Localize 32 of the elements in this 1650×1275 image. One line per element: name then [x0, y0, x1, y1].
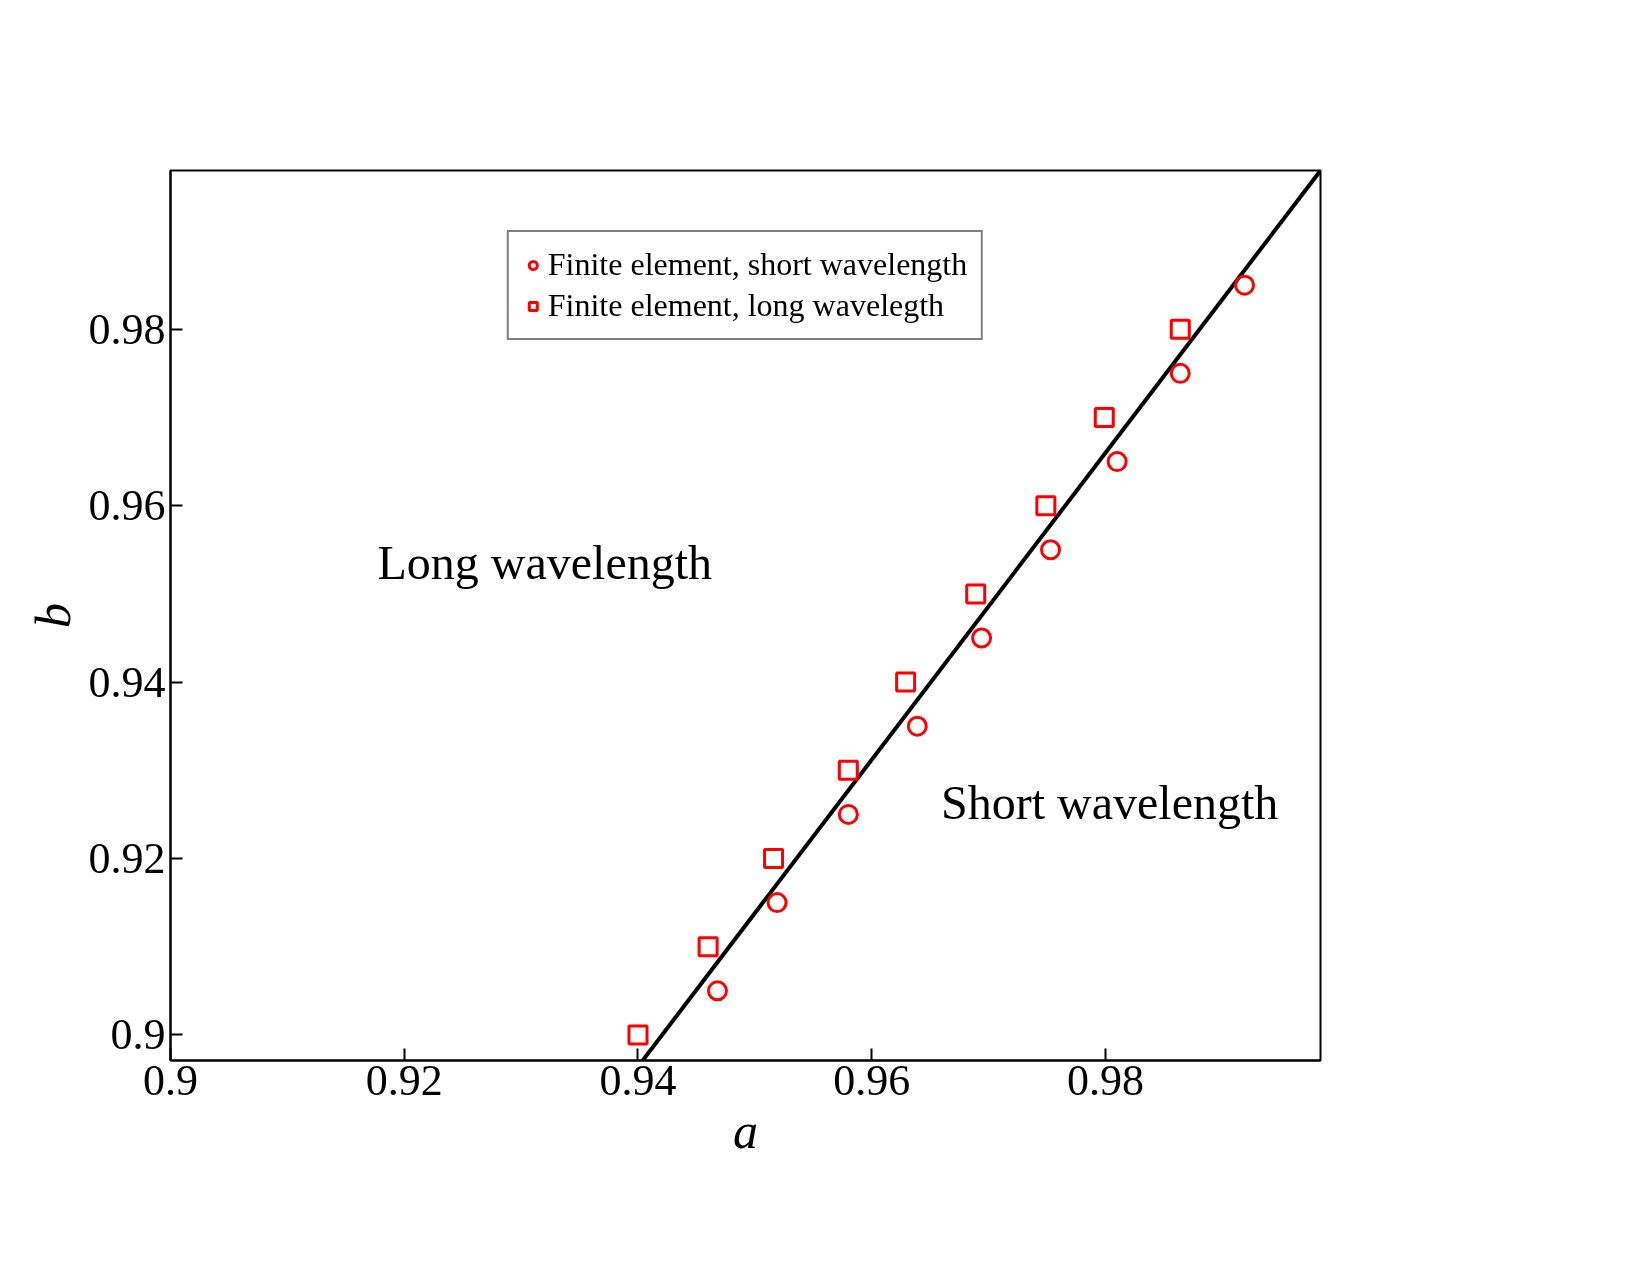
point [1035, 495, 1057, 517]
point [837, 759, 859, 781]
point [971, 627, 993, 649]
point [706, 980, 728, 1002]
point [1093, 406, 1115, 428]
annotation: Long wavelength [377, 535, 713, 589]
x-tick-label: 0.98 [1066, 1055, 1144, 1105]
y-axis-title: b [24, 603, 81, 628]
point [1040, 539, 1062, 561]
y-tick-label: 0.96 [88, 481, 166, 531]
y-tick-label: 0.98 [88, 304, 166, 354]
x-axis-title: a [733, 1102, 758, 1159]
y-tick-label: 0.94 [88, 657, 166, 707]
point [763, 848, 785, 870]
point [837, 803, 859, 825]
legend-label: Finite element, long wavelegth [547, 287, 945, 324]
x-tick-label: 0.94 [599, 1055, 677, 1105]
y-tick-label: 0.92 [88, 834, 166, 884]
x-tick-label: 0.92 [365, 1055, 443, 1105]
x-tick-label: 0.96 [833, 1055, 911, 1105]
point [1234, 274, 1256, 296]
point [766, 892, 788, 914]
point [906, 715, 928, 737]
point [895, 671, 917, 693]
point [697, 936, 719, 958]
legend-label: Finite element, short wavelength [547, 246, 968, 283]
annotation: Short wavelength [941, 776, 1279, 830]
point [1106, 451, 1128, 473]
point [627, 1024, 649, 1046]
point [965, 583, 987, 605]
point [1169, 318, 1191, 340]
point [1169, 362, 1191, 384]
